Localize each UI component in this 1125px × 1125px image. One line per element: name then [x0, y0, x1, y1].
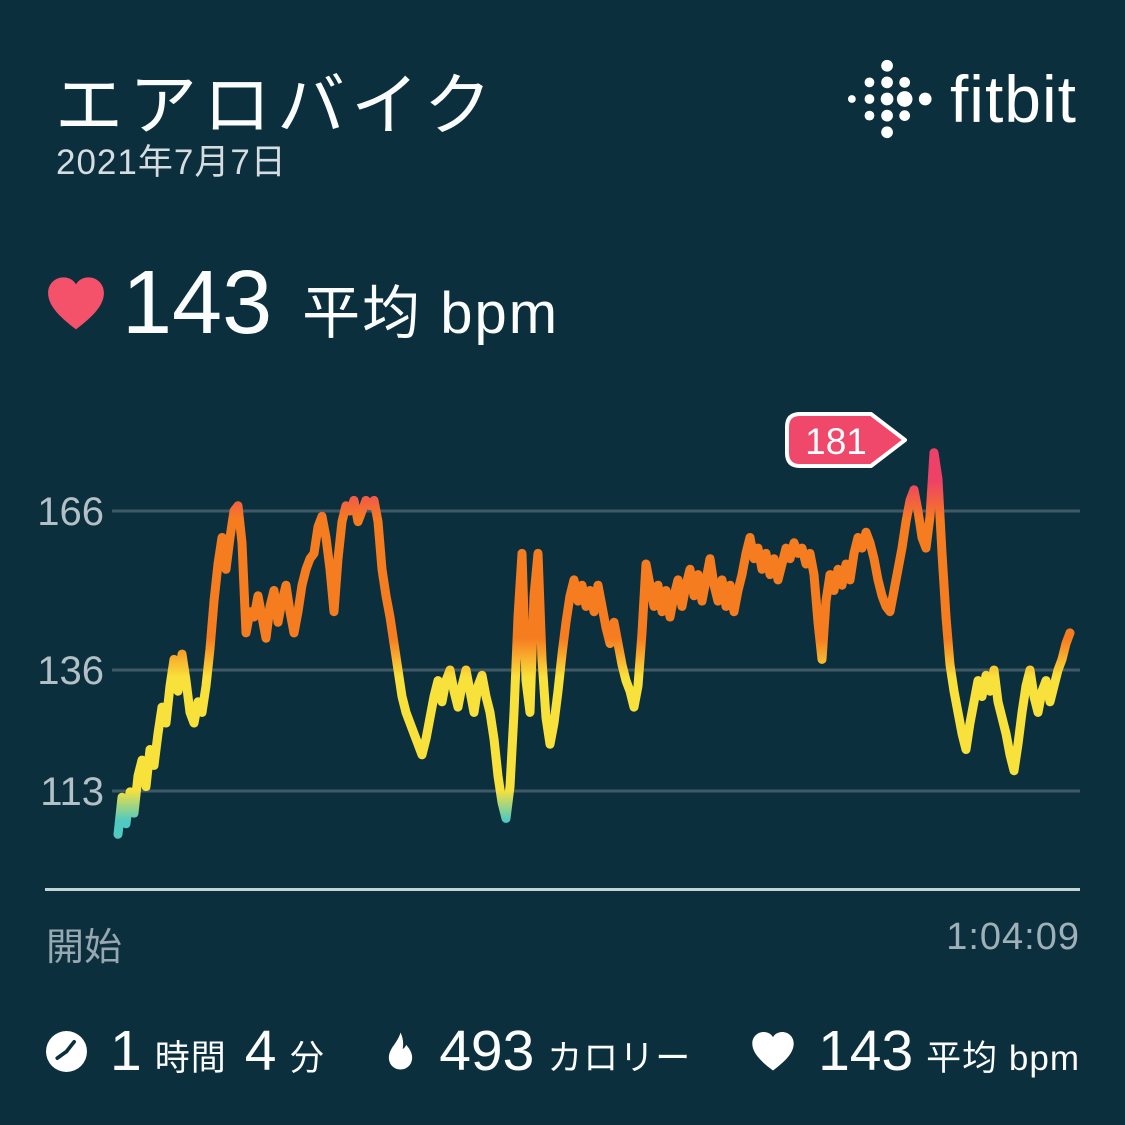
heart-rate-line — [113, 448, 1075, 839]
avg-bpm-stat-unit: 平均 bpm — [926, 1039, 1080, 1078]
stat-duration: 1 時間 4 分 — [45, 1018, 325, 1084]
workout-date: 2021年7月7日 — [56, 143, 287, 182]
duration-minutes-unit: 分 — [289, 1039, 326, 1078]
y-tick-113: 113 — [40, 770, 104, 814]
duration-minutes-value: 4 — [244, 1019, 277, 1083]
fitbit-logo-text: fitbit — [949, 62, 1077, 136]
duration-hours-unit: 時間 — [154, 1039, 227, 1078]
clock-icon — [46, 1030, 87, 1072]
fitbit-logo: fitbit — [846, 56, 1077, 142]
stat-calories: 493 カロリー — [384, 1018, 691, 1084]
duration-hours-value: 1 — [110, 1019, 142, 1083]
max-hr-badge-value: 181 — [805, 421, 867, 462]
max-hr-badge: 181 — [785, 412, 907, 468]
stats-row: 1 時間 4 分 493 カロリー 143 平均 bpm — [0, 1018, 1125, 1084]
heart-small-icon — [752, 1032, 794, 1071]
calories-value: 493 — [439, 1019, 535, 1083]
y-tick-136: 136 — [37, 649, 104, 693]
y-tick-166: 166 — [37, 490, 104, 534]
start-label: 開始 — [46, 927, 123, 969]
avg-bpm-unit: 平均 bpm — [302, 281, 560, 346]
avg-bpm-value: 143 — [122, 253, 273, 353]
stat-avg-bpm: 143 平均 bpm — [750, 1018, 1080, 1084]
flame-icon — [389, 1032, 413, 1070]
page-title: エアロバイク — [55, 68, 498, 144]
avg-bpm-stat-value: 143 — [818, 1019, 914, 1083]
footer-divider — [45, 888, 1080, 891]
max-hr-badge-shape — [785, 412, 907, 468]
fitbit-dots-icon — [847, 59, 932, 139]
duration-value: 1:04:09 — [946, 916, 1080, 958]
avg-hr-summary: 143 平均 bpm — [45, 252, 559, 355]
heart-icon — [48, 277, 104, 330]
calories-unit: カロリー — [547, 1039, 692, 1078]
